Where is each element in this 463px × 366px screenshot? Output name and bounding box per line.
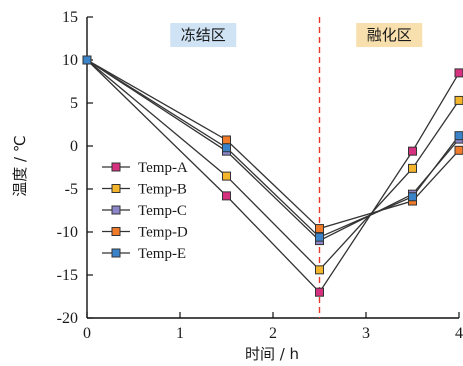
x-tick-label: 0 [83, 325, 91, 342]
zone-label-background [356, 23, 423, 48]
zone-label: 融化区 [367, 26, 412, 44]
legend-marker [111, 227, 121, 236]
legend-marker [111, 184, 121, 193]
y-axis-title: 温度 / ℃ [11, 135, 29, 196]
legend-label: Temp-E [138, 246, 186, 262]
legend-label: Temp-A [138, 160, 188, 176]
x-tick-label: 4 [455, 325, 463, 342]
y-tick-label: 10 [62, 52, 78, 69]
legend-marker [111, 162, 121, 172]
y-tick-label: -15 [57, 267, 78, 284]
y-tick-label: -20 [57, 310, 78, 327]
y-tick-label: 0 [70, 138, 78, 155]
y-tick-label: 5 [70, 95, 78, 112]
legend-marker [111, 248, 121, 258]
data-point-marker [315, 265, 324, 275]
data-point-marker [222, 135, 231, 145]
data-point-marker [408, 146, 417, 156]
x-tick-label: 3 [362, 325, 370, 342]
legend-label: Temp-C [138, 203, 187, 219]
data-point-marker [315, 232, 324, 242]
data-point-marker [222, 171, 231, 181]
data-point-marker [454, 95, 463, 105]
data-point-marker [222, 191, 231, 201]
x-axis-title: 时间 / h [245, 345, 299, 363]
y-tick-label: -5 [65, 181, 78, 198]
y-tick-label: 15 [62, 9, 78, 26]
zone-label: 冻结区 [181, 26, 226, 44]
data-point-marker [315, 224, 324, 234]
data-point-marker [454, 131, 463, 141]
zone-label-background [170, 23, 237, 48]
y-tick-label: -10 [57, 224, 78, 241]
data-point-marker [454, 145, 463, 155]
data-point-marker [222, 143, 231, 153]
x-tick-label: 1 [176, 325, 184, 342]
x-tick-label: 2 [269, 325, 277, 342]
data-point-marker [408, 192, 417, 202]
data-point-marker [315, 287, 324, 297]
data-point-marker [82, 55, 92, 65]
data-point-marker [408, 163, 417, 173]
legend-label: Temp-B [138, 182, 187, 198]
data-point-marker [454, 68, 463, 78]
legend-marker [111, 205, 121, 215]
legend-label: Temp-D [138, 225, 188, 241]
